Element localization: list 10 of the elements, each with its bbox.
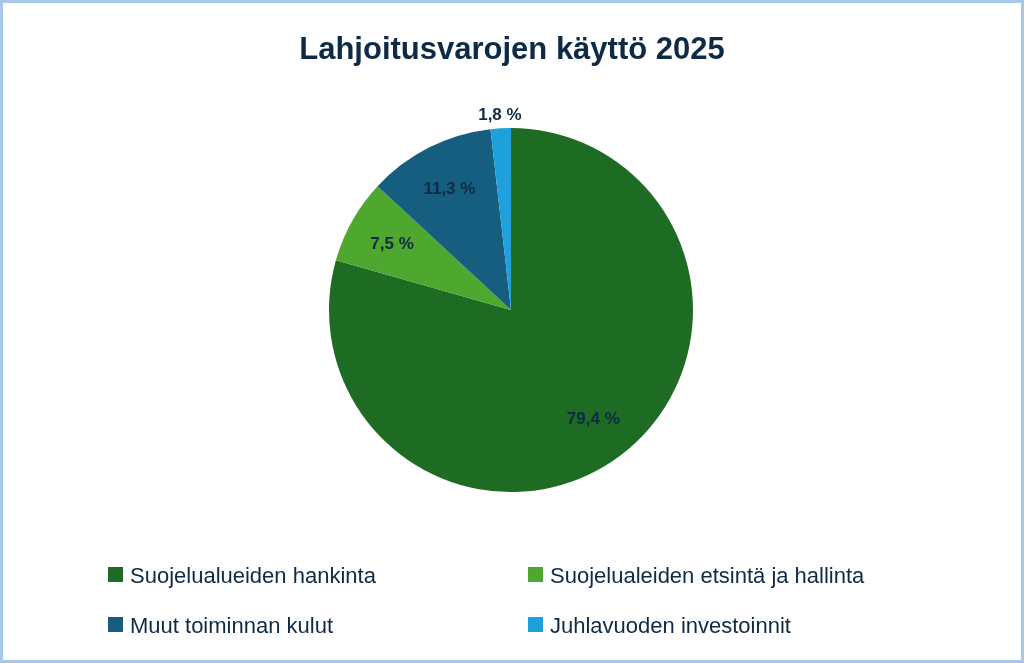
legend-label: Suojelualueiden hankinta (130, 562, 377, 588)
legend-label: Juhlavuoden investoinnit (550, 612, 791, 638)
chart-title: Lahjoitusvarojen käyttö 2025 (299, 30, 725, 66)
legend-label: Suojelualeiden etsintä ja hallinta (550, 562, 866, 588)
data-label: 1,8 % (478, 104, 522, 124)
pie-slice (329, 128, 693, 492)
data-label: 11,3 % (423, 178, 476, 198)
legend-label: Muut toiminnan kulut (130, 612, 333, 638)
data-label: 79,4 % (566, 409, 620, 429)
data-label: 7,5 % (370, 233, 414, 253)
